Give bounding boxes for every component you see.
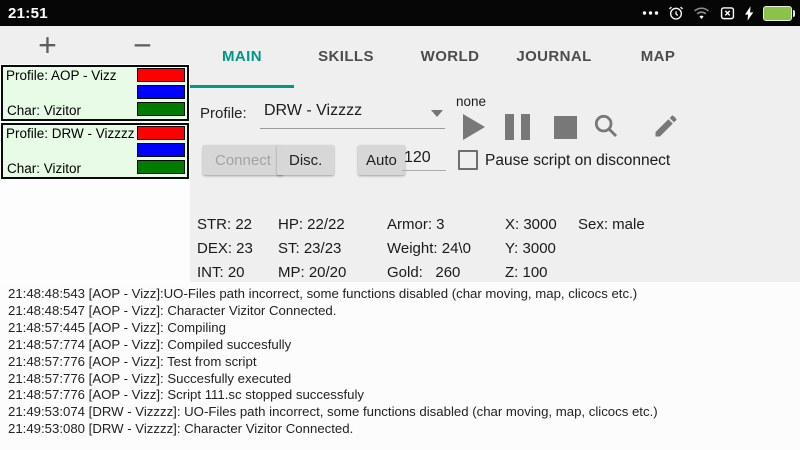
stat-gold: Gold: 260 [387, 263, 461, 281]
auto-reconnect-button[interactable]: Auto [358, 145, 405, 175]
disconnect-button[interactable]: Disc. [277, 145, 335, 175]
search-icon [594, 114, 618, 138]
char-name-label: Char: Vizitor [7, 103, 82, 118]
tab-main[interactable]: MAIN [190, 26, 294, 88]
stat-hp: HP: 22/22 [278, 215, 345, 233]
stat-weight: Weight: 24\0 [387, 239, 471, 257]
status-bars [137, 126, 185, 174]
stop-icon [554, 116, 577, 139]
pencil-icon [655, 115, 677, 137]
log-line: 21:48:48:547 [AOP - Vizz]: Character Viz… [8, 302, 337, 318]
stat-st: ST: 23/23 [278, 239, 342, 257]
battery-icon [763, 5, 795, 21]
stat-str: STR: 22 [197, 215, 253, 233]
play-icon [463, 114, 485, 140]
status-bar: 21:51 [0, 0, 800, 26]
status-icons [642, 5, 795, 21]
hp-bar [137, 126, 185, 140]
connect-button[interactable]: Connect [203, 145, 283, 175]
profile-label: Profile: [200, 105, 247, 122]
mana-bar [137, 143, 185, 157]
stat-y: Y: 3000 [505, 239, 556, 257]
profile-list-panel: + − Profile: AOP - Vizz Char: Vizitor Pr… [0, 26, 190, 282]
hp-bar [137, 68, 185, 82]
stat-sex: Sex: male [578, 215, 645, 233]
log-line: 21:48:57:776 [AOP - Vizz]: Script 111.sc… [8, 387, 365, 403]
stop-script-button[interactable] [554, 116, 577, 139]
mana-bar [137, 85, 185, 99]
tab-bar: MAIN SKILLS WORLD JOURNAL MAP [190, 26, 800, 88]
stamina-bar [137, 102, 185, 116]
edit-script-button[interactable] [652, 112, 680, 145]
log-line: 21:48:57:445 [AOP - Vizz]: Compiling [8, 319, 226, 335]
stamina-bar [137, 160, 185, 174]
script-name-label: none [456, 94, 487, 109]
profile-name-label: Profile: DRW - Vizzzz [6, 126, 135, 141]
tab-journal[interactable]: JOURNAL [516, 48, 592, 65]
charging-bolt-icon [745, 5, 754, 21]
log-panel[interactable]: 21:48:48:543 [AOP - Vizz]:UO-Files path … [0, 282, 800, 450]
stat-dex: DEX: 23 [197, 239, 253, 257]
status-bars [137, 68, 185, 116]
auto-seconds-input[interactable] [402, 147, 446, 171]
tab-map[interactable]: MAP [640, 48, 676, 65]
remove-profile-button[interactable]: − [133, 27, 152, 63]
chevron-down-icon [431, 110, 443, 117]
log-line: 21:49:53:080 [DRW - Vizzzz]: Character V… [8, 421, 354, 437]
char-name-label: Char: Vizitor [7, 161, 82, 176]
stat-x: X: 3000 [505, 215, 557, 233]
alarm-icon [669, 6, 683, 20]
search-script-button[interactable] [592, 112, 620, 145]
sim-missing-icon [720, 6, 735, 19]
pause-script-button[interactable] [505, 114, 530, 140]
profile-card-drw[interactable]: Profile: DRW - Vizzzz Char: Vizitor [1, 123, 189, 179]
play-script-button[interactable] [463, 114, 485, 140]
character-stats: STR: 22 HP: 22/22 Armor: 3 X: 3000 Sex: … [197, 212, 645, 284]
tab-world[interactable]: WORLD [420, 48, 480, 65]
log-line: 21:48:57:774 [AOP - Vizz]: Compiled succ… [8, 336, 292, 352]
pause-on-disconnect-checkbox[interactable] [458, 150, 478, 170]
stat-mp: MP: 20/20 [278, 263, 347, 281]
log-line: 21:48:57:776 [AOP - Vizz]: Succesfully e… [8, 370, 292, 386]
profile-name-label: Profile: AOP - Vizz [6, 68, 117, 83]
profile-card-aop[interactable]: Profile: AOP - Vizz Char: Vizitor [1, 65, 189, 121]
wifi-icon [694, 7, 709, 19]
main-panel: MAIN SKILLS WORLD JOURNAL MAP Profile: D… [190, 26, 800, 282]
add-profile-button[interactable]: + [38, 27, 57, 63]
log-line: 21:48:48:543 [AOP - Vizz]:UO-Files path … [8, 286, 638, 301]
profile-dropdown-value: DRW - Vizzzz [264, 102, 363, 119]
profile-list-toolbar: + − [0, 26, 190, 64]
stat-z: Z: 100 [505, 263, 548, 281]
log-line: 21:49:53:074 [DRW - Vizzzz]: UO-Files pa… [8, 404, 658, 420]
stat-armor: Armor: 3 [387, 215, 445, 233]
clock-time: 21:51 [8, 4, 48, 22]
pause-icon [505, 114, 530, 140]
pause-on-disconnect-label: Pause script on disconnect [485, 152, 671, 169]
tab-skills[interactable]: SKILLS [318, 48, 374, 65]
log-line: 21:48:57:776 [AOP - Vizz]: Test from scr… [8, 353, 257, 369]
overflow-dots-icon [642, 11, 659, 15]
profile-dropdown[interactable]: DRW - Vizzzz [260, 96, 445, 129]
stat-int: INT: 20 [197, 263, 245, 281]
